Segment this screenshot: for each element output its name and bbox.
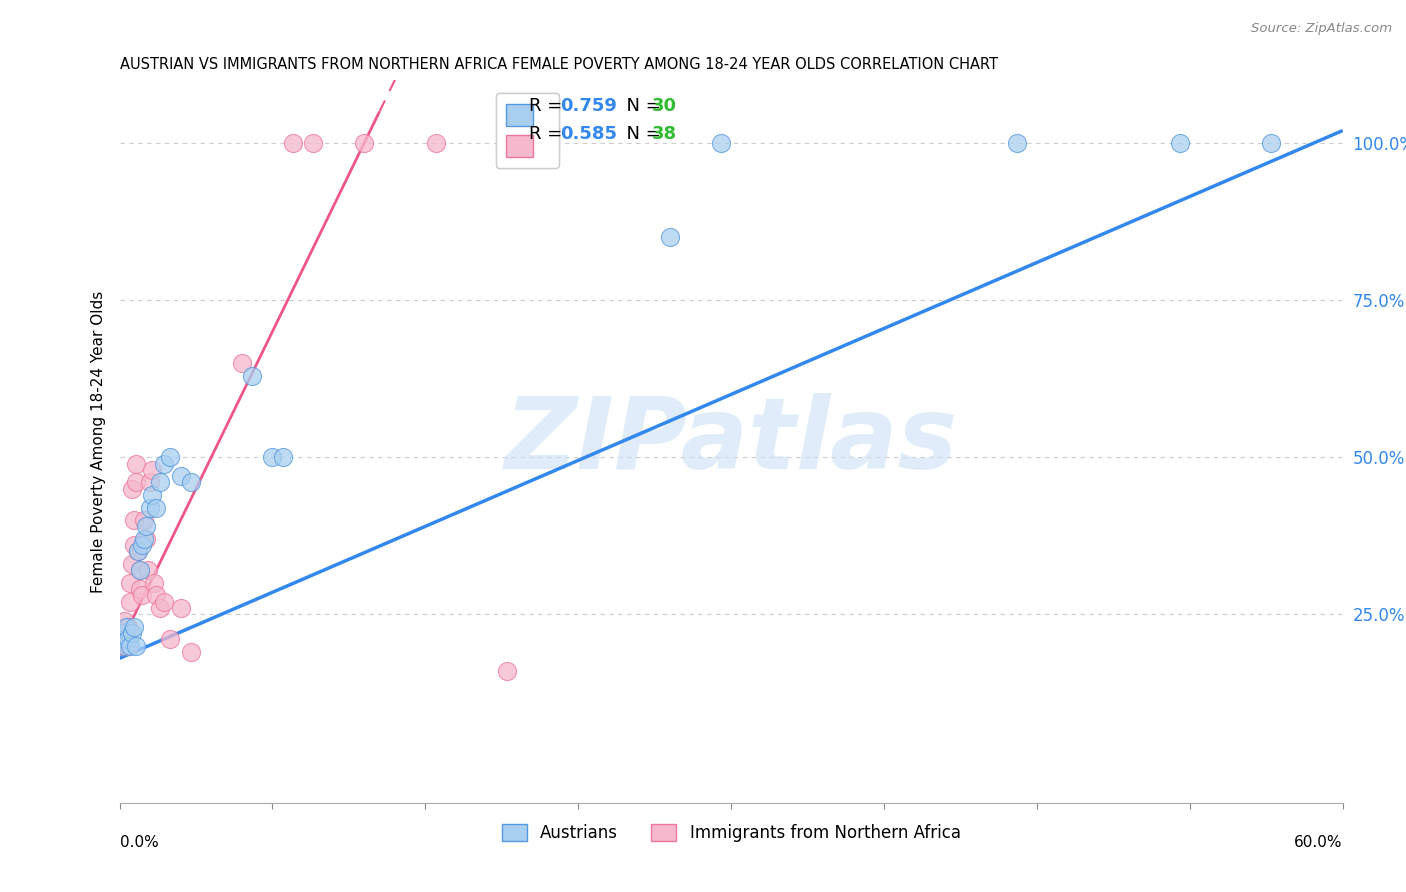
Point	[425, 136, 447, 150]
Point	[117, 620, 139, 634]
Point	[141, 463, 163, 477]
Point	[125, 639, 148, 653]
Point	[129, 582, 152, 597]
Point	[121, 482, 143, 496]
Text: R =: R =	[529, 96, 568, 114]
Point	[110, 639, 132, 653]
Text: AUSTRIAN VS IMMIGRANTS FROM NORTHERN AFRICA FEMALE POVERTY AMONG 18-24 YEAR OLDS: AUSTRIAN VS IMMIGRANTS FROM NORTHERN AFR…	[120, 57, 997, 72]
Text: ZIPatlas: ZIPatlas	[505, 393, 957, 490]
Text: N =: N =	[614, 96, 666, 114]
Point	[1260, 136, 1282, 150]
Point	[125, 457, 148, 471]
Point	[141, 488, 163, 502]
Point	[129, 563, 152, 577]
Point	[114, 626, 136, 640]
Point	[180, 475, 202, 490]
Point	[710, 136, 733, 150]
Point	[118, 575, 141, 590]
Point	[117, 639, 139, 653]
Point	[153, 595, 176, 609]
Point	[118, 595, 141, 609]
Text: 0.0%: 0.0%	[120, 835, 159, 850]
Point	[136, 563, 159, 577]
Point	[149, 475, 172, 490]
Point	[149, 601, 172, 615]
Text: Source: ZipAtlas.com: Source: ZipAtlas.com	[1251, 22, 1392, 36]
Point	[302, 136, 325, 150]
Point	[353, 136, 375, 150]
Point	[129, 563, 152, 577]
Point	[1168, 136, 1191, 150]
Point	[139, 500, 162, 515]
Point	[110, 626, 132, 640]
Point	[131, 589, 153, 603]
Point	[121, 557, 143, 571]
Text: 30: 30	[651, 96, 676, 114]
Point	[118, 639, 141, 653]
Point	[112, 632, 135, 647]
Point	[231, 356, 253, 370]
Point	[159, 632, 181, 647]
Point	[145, 589, 167, 603]
Point	[659, 230, 682, 244]
Point	[131, 538, 153, 552]
Point	[1005, 136, 1028, 150]
Point	[122, 538, 145, 552]
Point	[127, 544, 149, 558]
Point	[139, 475, 162, 490]
Point	[143, 575, 166, 590]
Point	[135, 532, 157, 546]
Text: 38: 38	[651, 126, 676, 144]
Y-axis label: Female Poverty Among 18-24 Year Olds: Female Poverty Among 18-24 Year Olds	[90, 291, 105, 592]
Point	[153, 457, 176, 471]
Text: 60.0%: 60.0%	[1295, 835, 1343, 850]
Point	[114, 639, 136, 653]
Point	[125, 475, 148, 490]
Point	[114, 620, 136, 634]
Point	[122, 620, 145, 634]
Point	[112, 639, 135, 653]
Point	[271, 450, 294, 465]
Point	[262, 450, 284, 465]
Point	[121, 626, 143, 640]
Point	[281, 136, 304, 150]
Point	[117, 632, 139, 647]
Point	[122, 513, 145, 527]
Point	[127, 544, 149, 558]
Text: R =: R =	[529, 126, 568, 144]
Text: N =: N =	[614, 126, 666, 144]
Text: 0.759: 0.759	[560, 96, 617, 114]
Point	[112, 614, 135, 628]
Point	[132, 532, 155, 546]
Point	[169, 469, 191, 483]
Point	[496, 664, 519, 678]
Point	[180, 645, 202, 659]
Point	[240, 368, 263, 383]
Point	[159, 450, 181, 465]
Point	[145, 500, 167, 515]
Point	[110, 626, 132, 640]
Legend: , : ,	[495, 93, 558, 168]
Point	[169, 601, 191, 615]
Point	[135, 519, 157, 533]
Point	[132, 513, 155, 527]
Point	[112, 639, 135, 653]
Text: 0.585: 0.585	[560, 126, 617, 144]
